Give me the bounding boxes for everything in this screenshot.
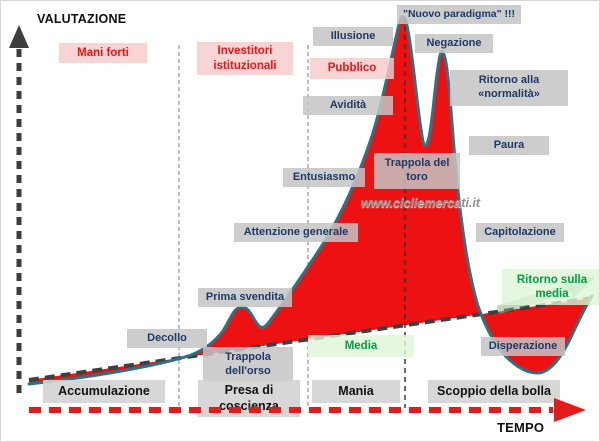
- y-axis-label: VALUTAZIONE: [37, 12, 127, 26]
- label-capitolazione: Capitolazione: [476, 223, 564, 242]
- x-axis-label: TEMPO: [497, 420, 545, 435]
- label-paura: Paura: [469, 136, 549, 155]
- watermark: www.cicliemercati.it: [361, 196, 481, 210]
- time-axis: [29, 398, 586, 422]
- label-ritorno-sulla-media: Ritorno sulla media: [502, 269, 599, 305]
- label-pubblico: Pubblico: [310, 58, 394, 79]
- label-avidita: Avidità: [303, 96, 393, 115]
- phase-accumulazione: Accumulazione: [43, 380, 165, 403]
- label-illusione: Illusione: [313, 27, 393, 46]
- label-negazione: Negazione: [415, 34, 493, 53]
- label-nuovo-paradigma: "Nuovo paradigma" !!!: [397, 5, 521, 24]
- label-ritorno-normalita: Ritorno alla «normalità»: [450, 70, 568, 106]
- label-attenzione-generale: Attenzione generale: [234, 223, 358, 242]
- label-trappola-orso: Trappola dell'orso: [203, 347, 293, 382]
- label-trappola-del-toro: Trappola del toro: [374, 153, 460, 189]
- label-mani-forti: Mani forti: [59, 43, 147, 63]
- price-curve: [27, 15, 594, 386]
- price-mean-area: [29, 16, 592, 384]
- label-entusiasmo: Entusiasmo: [283, 168, 365, 187]
- time-axis-arrow-icon: [554, 398, 586, 422]
- label-media: Media: [308, 335, 414, 357]
- label-prima-svendita: Prima svendita: [198, 288, 292, 307]
- label-disperazione: Disperazione: [481, 337, 565, 356]
- label-decollo: Decollo: [127, 329, 207, 348]
- phase-scoppio-della-bolla: Scoppio della bolla: [428, 380, 560, 403]
- valuation-axis-arrow-icon: [9, 25, 29, 48]
- label-investitori-istituzionali: Investitori istituzionali: [197, 42, 293, 75]
- valuation-axis: [9, 25, 29, 399]
- phase-mania: Mania: [312, 380, 400, 403]
